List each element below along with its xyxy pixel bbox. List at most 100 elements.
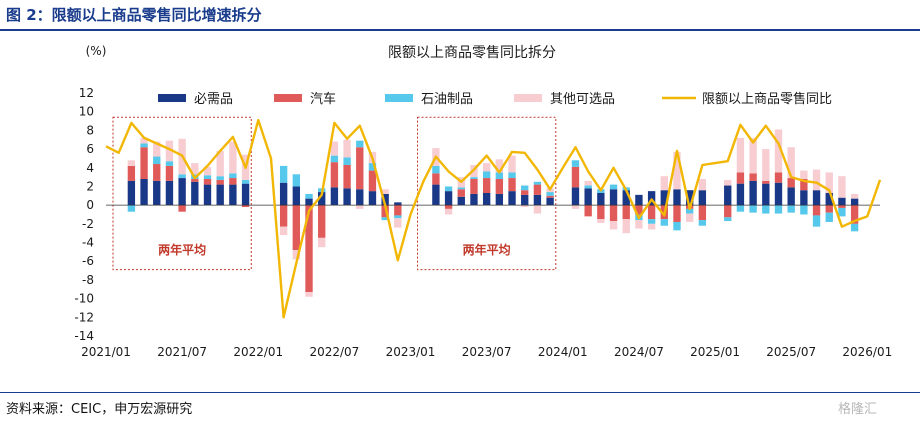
- bar-segment-1: [127, 180, 136, 206]
- footer-rule: [0, 392, 920, 393]
- axes-layer: 12 10 8 6 4 2 0 -2 -4 -6 -8 -10 -12 -14 2021/01 2021/07…: [74, 86, 892, 359]
- bar-segment-3: [749, 205, 757, 213]
- bar-segment-2: [229, 178, 237, 185]
- bar-segment-4: [622, 219, 630, 234]
- bar-segment-1: [736, 183, 745, 206]
- legend-label: 限额以上商品零售同比: [702, 91, 832, 107]
- bar-segment-1: [685, 190, 694, 206]
- source-note: 资料来源：CEIC，申万宏源研究: [6, 402, 193, 417]
- bar-segment-1: [749, 180, 757, 206]
- bar-segment-1: [153, 180, 161, 206]
- bar-segment-2: [762, 180, 770, 184]
- bar-segment-4: [685, 213, 694, 222]
- bar-segment-1: [521, 194, 529, 206]
- bar-segment-2: [241, 205, 250, 208]
- bar-segment-2: [673, 205, 681, 222]
- bar-segment-4: [444, 208, 453, 215]
- bar-segment-2: [800, 178, 808, 191]
- bar-segment-1: [394, 202, 402, 206]
- bar-segment-1: [292, 186, 301, 206]
- bar-segment-2: [609, 205, 618, 222]
- y-tick-label: 2: [86, 179, 94, 193]
- bar-segment-1: [470, 193, 478, 206]
- total-line: [105, 118, 882, 319]
- bar-segment-3: [394, 215, 402, 219]
- bar-segment-4: [229, 141, 237, 174]
- bar-segment-1: [318, 192, 326, 206]
- line-layer: [105, 118, 882, 319]
- bar-segment-3: [546, 192, 554, 196]
- y-tick-label: 12: [79, 86, 94, 100]
- bar-segment-1: [622, 190, 630, 206]
- bar-segment-4: [850, 193, 859, 199]
- bar-segment-3: [800, 205, 808, 215]
- bar-segment-2: [647, 205, 656, 220]
- bar-segment-2: [343, 164, 351, 189]
- bar-segment-3: [203, 175, 212, 179]
- bar-segment-2: [457, 189, 465, 197]
- watermark: 格隆汇: [838, 402, 878, 417]
- x-tick-label: 2023/07: [462, 345, 512, 359]
- bar-segment-1: [584, 188, 592, 206]
- bar-segment-1: [609, 189, 618, 206]
- bar-segment-2: [127, 165, 136, 181]
- bar-segment-3: [470, 177, 478, 179]
- bar-segment-2: [444, 205, 453, 209]
- bar-segment-2: [279, 205, 288, 227]
- bar-segment-2: [432, 173, 440, 185]
- x-tick-label: 2025/01: [690, 345, 740, 359]
- figure-header: 图 2：限额以上商品零售同比增速拆分: [0, 0, 920, 31]
- bar-segment-4: [812, 169, 821, 191]
- bar-segment-2: [394, 205, 402, 216]
- bar-segment-3: [432, 165, 440, 174]
- bar-segment-4: [330, 141, 339, 156]
- bar-segment-3: [292, 174, 301, 187]
- y-tick-label: 10: [79, 105, 94, 119]
- bar-segment-3: [305, 193, 313, 199]
- bar-segment-2: [521, 190, 529, 195]
- x-tick-label: 2022/01: [233, 345, 283, 359]
- bar-segment-4: [749, 137, 757, 174]
- bar-segment-2: [305, 205, 313, 293]
- bar-segment-3: [774, 205, 783, 214]
- bar-segment-2: [774, 172, 783, 183]
- legend-label: 石油制品: [421, 92, 473, 107]
- bar-segment-1: [381, 193, 389, 206]
- bar-segment-4: [774, 129, 783, 173]
- bar-segment-2: [165, 165, 174, 181]
- bar-segment-3: [381, 217, 389, 221]
- bar-segment-3: [571, 160, 580, 167]
- bar-segment-3: [762, 205, 770, 214]
- chart-title: 限额以上商品零售同比拆分: [388, 45, 556, 61]
- bar-segment-2: [381, 205, 389, 218]
- bar-segment-4: [495, 159, 504, 173]
- bar-segment-2: [698, 205, 707, 221]
- bar-segment-1: [165, 180, 174, 206]
- bar-segment-3: [457, 187, 465, 190]
- legend-label: 其他可选品: [550, 92, 615, 107]
- bar-segment-4: [140, 137, 148, 144]
- bar-segment-3: [229, 173, 237, 179]
- y-tick-label: 0: [86, 198, 94, 212]
- y-tick-label: -14: [74, 329, 94, 343]
- bar-segment-4: [127, 160, 136, 166]
- bar-segment-3: [812, 215, 821, 227]
- bar-segment-3: [521, 185, 529, 191]
- bar-segment-4: [216, 150, 224, 177]
- bar-segment-3: [153, 156, 161, 165]
- legend: 必需品 汽车 石油制品 其他可选品 限额以上商品零售同比: [158, 91, 832, 107]
- bar-segment-1: [647, 191, 656, 206]
- bar-segment-1: [812, 190, 821, 206]
- bar-segment-3: [584, 185, 592, 189]
- legend-swatch: [274, 94, 302, 102]
- bar-segment-4: [292, 250, 301, 260]
- bar-segment-1: [774, 182, 783, 206]
- bar-segment-4: [660, 176, 668, 191]
- bar-segment-1: [787, 187, 795, 206]
- bar-segment-2: [787, 178, 795, 188]
- bar-segment-3: [165, 161, 174, 166]
- bar-segment-1: [279, 182, 288, 206]
- bar-segment-1: [673, 189, 681, 206]
- legend-swatch: [514, 94, 542, 102]
- bar-segment-4: [343, 139, 351, 158]
